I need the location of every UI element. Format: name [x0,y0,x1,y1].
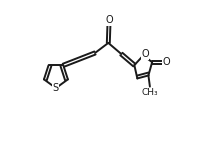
Text: O: O [141,49,149,59]
Text: O: O [105,15,113,25]
Text: O: O [163,57,170,67]
Text: CH₃: CH₃ [142,88,158,97]
Text: S: S [53,83,59,93]
